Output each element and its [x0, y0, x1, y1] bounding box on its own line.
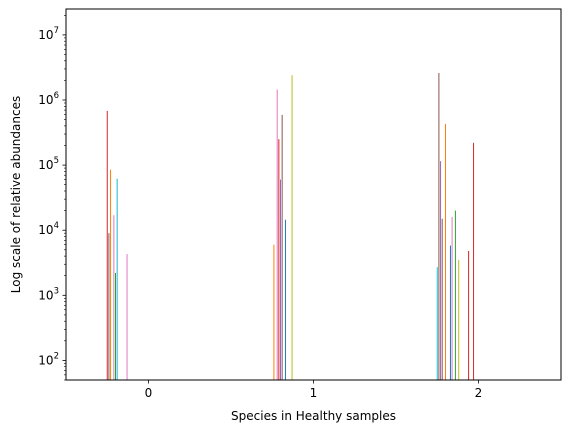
bar: [454, 210, 456, 380]
x-tick-label: 0: [145, 386, 153, 400]
y-tick-label: 107: [38, 26, 59, 42]
bar: [438, 72, 440, 381]
bar: [468, 250, 470, 380]
bar: [108, 233, 110, 380]
y-tick-label: 104: [38, 221, 59, 237]
bar: [280, 179, 281, 380]
bar: [126, 254, 128, 380]
bar: [451, 216, 453, 380]
bar: [440, 161, 442, 380]
bars-layer: [106, 72, 475, 381]
y-tick-label: 105: [38, 156, 59, 172]
bar: [278, 139, 280, 380]
bar: [445, 123, 446, 381]
y-axis-label: Log scale of relative abundances: [9, 96, 23, 293]
bar: [106, 110, 108, 380]
bar: [436, 267, 438, 380]
bar: [276, 89, 278, 380]
bar: [110, 169, 112, 380]
bar: [284, 219, 286, 380]
y-tick-label: 103: [38, 286, 59, 302]
bar: [281, 114, 283, 381]
y-axis-ticks: 102 103 104 105 106 107: [38, 15, 66, 381]
x-axis-ticks: 0 1 2: [145, 380, 483, 400]
x-axis-label: Species in Healthy samples: [231, 409, 396, 423]
bar: [441, 218, 443, 380]
plot-frame: [65, 8, 562, 381]
bar: [273, 244, 275, 380]
bar: [458, 259, 460, 380]
bar: [473, 142, 475, 380]
bar: [115, 273, 116, 380]
bar: [113, 215, 115, 380]
bar: [116, 178, 118, 380]
bar: [291, 75, 293, 380]
x-tick-label: 2: [475, 386, 483, 400]
y-tick-label: 106: [38, 91, 59, 107]
x-tick-label: 1: [310, 386, 318, 400]
y-tick-label: 102: [38, 351, 59, 367]
bar: [449, 245, 451, 380]
